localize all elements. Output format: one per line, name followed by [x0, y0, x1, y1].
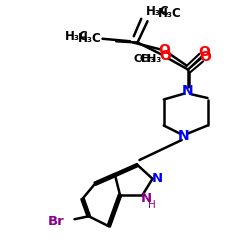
Text: Br: Br — [48, 215, 65, 228]
Text: CH₃: CH₃ — [140, 54, 162, 64]
Text: N: N — [178, 129, 190, 143]
Text: H₃C: H₃C — [158, 7, 181, 20]
Text: H₃C: H₃C — [65, 30, 89, 43]
Text: O: O — [199, 50, 211, 64]
Text: O: O — [158, 43, 170, 57]
Text: N: N — [182, 84, 193, 98]
Text: H₃C: H₃C — [146, 5, 170, 18]
Text: H₃C: H₃C — [78, 32, 101, 45]
Text: O: O — [159, 49, 171, 63]
Text: O: O — [198, 46, 210, 60]
Text: N: N — [141, 192, 152, 205]
Text: CH₃: CH₃ — [134, 54, 156, 64]
Text: N: N — [152, 172, 162, 185]
Text: H: H — [148, 200, 156, 209]
